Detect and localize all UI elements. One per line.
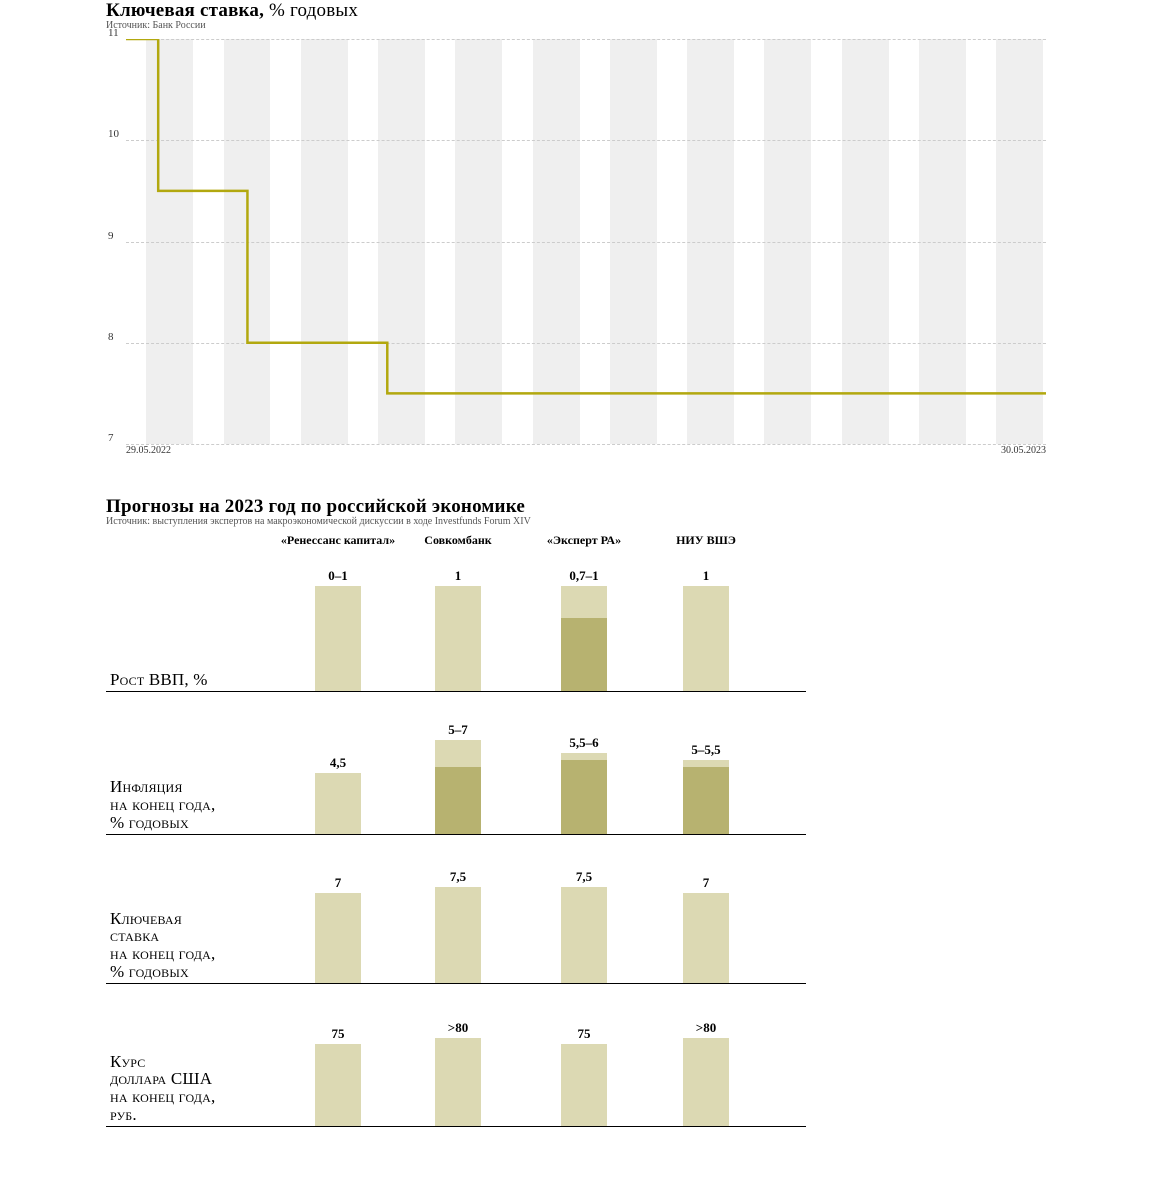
forecast-bar-high xyxy=(435,1038,481,1126)
forecast-row-label: Рост ВВП, % xyxy=(110,671,208,689)
forecast-row-label: Ключеваяставкана конец года,% годовых xyxy=(110,910,215,981)
forecast-bar-value: 1 xyxy=(455,568,462,584)
chart1-title-bold: Ключевая ставка, xyxy=(106,0,264,21)
forecast-bar: >80 xyxy=(435,1038,481,1126)
chart1-xlabel-start: 29.05.2022 xyxy=(126,445,171,456)
forecast-bar-value: 7,5 xyxy=(576,869,592,885)
forecast-bar: 0–1 xyxy=(315,586,361,691)
forecast-bar-value: >80 xyxy=(696,1020,716,1036)
forecast-bar-high xyxy=(315,1044,361,1126)
forecast-bar-value: 4,5 xyxy=(330,755,346,771)
forecast-bar: >80 xyxy=(683,1038,729,1126)
forecast-row-label: Инфляцияна конец года,% годовых xyxy=(110,778,215,832)
chart1-title-rest: % годовых xyxy=(269,0,358,21)
forecast-chart: Прогнозы на 2023 год по российской эконо… xyxy=(0,464,806,1127)
chart1-step-line xyxy=(126,39,1046,444)
forecast-column-headers: «Ренессанс капитал» Совкомбанк «Эксперт РА… xyxy=(106,533,806,551)
page-root: Ключевая ставка, % годовых Источник: Бан… xyxy=(0,0,1158,1127)
forecast-bar-high xyxy=(683,893,729,983)
chart1-xlabel-end: 30.05.2023 xyxy=(1001,445,1046,456)
forecast-bar: 5,5–6 xyxy=(561,753,607,834)
chart2-title-bold: Прогнозы на 2023 год по российской эконо… xyxy=(106,496,525,517)
forecast-bar-high xyxy=(683,586,729,691)
forecast-bar-value: 75 xyxy=(332,1026,345,1042)
forecast-bar-high xyxy=(561,1044,607,1126)
forecast-bar-low xyxy=(435,767,481,834)
forecast-bar-value: >80 xyxy=(448,1020,468,1036)
forecast-bar: 1 xyxy=(683,586,729,691)
forecast-bar-value: 7 xyxy=(703,875,710,891)
keyrate-chart: Ключевая ставка, % годовых Источник: Бан… xyxy=(0,0,1046,464)
forecast-row-label: Курсдоллара СШАна конец года,руб. xyxy=(110,1053,215,1124)
forecast-bar-low xyxy=(561,618,607,691)
forecast-bar-value: 1 xyxy=(703,568,710,584)
forecast-bar-high xyxy=(315,893,361,983)
forecast-bar-high xyxy=(435,586,481,691)
forecast-bar: 7 xyxy=(683,893,729,983)
chart1-plot: 7891011 29.05.2022 30.05.2023 xyxy=(106,39,1046,454)
forecast-bar-value: 7,5 xyxy=(450,869,466,885)
forecast-bar-high xyxy=(315,773,361,834)
forecast-bar-value: 0–1 xyxy=(328,568,348,584)
forecast-bar-value: 5–5,5 xyxy=(691,742,720,758)
chart1-ytick-label: 7 xyxy=(108,432,114,444)
forecast-bar: 5–5,5 xyxy=(683,760,729,834)
forecast-bar-value: 75 xyxy=(578,1026,591,1042)
forecast-bar: 7 xyxy=(315,893,361,983)
forecast-bar: 5–7 xyxy=(435,740,481,834)
forecast-bar-value: 5,5–6 xyxy=(569,735,598,751)
forecast-bar: 4,5 xyxy=(315,773,361,834)
forecast-column-header: Совкомбанк xyxy=(424,533,491,548)
forecast-bar: 75 xyxy=(315,1044,361,1126)
forecast-bar-high xyxy=(315,586,361,691)
forecast-column-header: «Ренессанс капитал» xyxy=(281,533,395,548)
forecast-row: Инфляцияна конец года,% годовых 4,5 5–7 5,5… xyxy=(106,698,806,835)
forecast-bar-high xyxy=(683,1038,729,1126)
chart1-gridline xyxy=(126,444,1046,445)
forecast-bar: 0,7–1 xyxy=(561,586,607,691)
chart2-source: Источник: выступления экспертов на макро… xyxy=(106,516,806,527)
chart1-ytick-label: 8 xyxy=(108,331,114,343)
chart1-plot-area: 7891011 xyxy=(126,39,1046,444)
forecast-bar: 7,5 xyxy=(435,887,481,983)
forecast-bar-value: 7 xyxy=(335,875,342,891)
forecast-bar-value: 5–7 xyxy=(448,722,468,738)
chart1-title: Ключевая ставка, % годовых xyxy=(106,0,1046,22)
forecast-rows: Рост ВВП, %0–110,7–11Инфляцияна конец го… xyxy=(106,557,806,1127)
chart1-ytick-label: 11 xyxy=(108,27,119,39)
chart2-title: Прогнозы на 2023 год по российской эконо… xyxy=(106,496,806,518)
forecast-bar: 75 xyxy=(561,1044,607,1126)
forecast-row: Рост ВВП, % 0–1 1 0,7–1 1 xyxy=(106,557,806,692)
forecast-bar-low xyxy=(683,767,729,834)
forecast-row: Курсдоллара СШАна конец года,руб. 75 >80 75… xyxy=(106,990,806,1127)
forecast-bar-low xyxy=(561,760,607,834)
chart1-ytick-label: 9 xyxy=(108,230,114,242)
chart1-ytick-label: 10 xyxy=(108,128,119,140)
forecast-bar-value: 0,7–1 xyxy=(569,568,598,584)
forecast-row: Ключеваяставкана конец года,% годовых 7 7,… xyxy=(106,841,806,984)
forecast-bar-high xyxy=(561,887,607,983)
forecast-column-header: НИУ ВШЭ xyxy=(676,533,736,548)
forecast-bar: 1 xyxy=(435,586,481,691)
forecast-bar-high xyxy=(435,887,481,983)
forecast-column-header: «Эксперт РА» xyxy=(547,533,621,548)
forecast-bar: 7,5 xyxy=(561,887,607,983)
